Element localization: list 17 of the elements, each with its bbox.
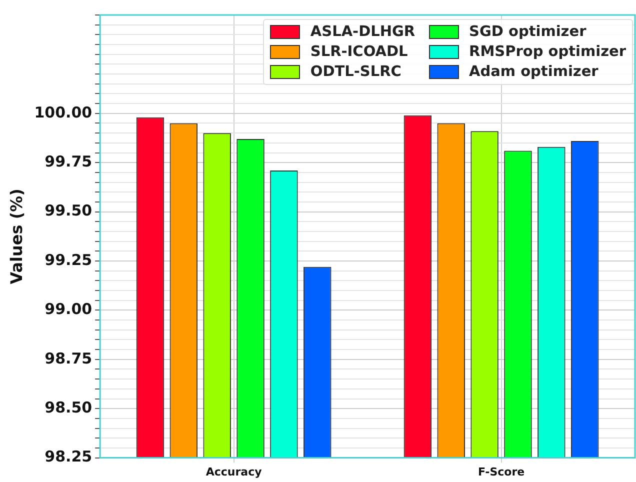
y-tick-label: 99.25: [44, 250, 92, 269]
y-tick-label: 99.75: [44, 152, 92, 170]
legend-label: ASLA-DLHGR: [310, 24, 416, 40]
x-tick-label: Accuracy: [206, 465, 262, 478]
legend-label: Adam optimizer: [469, 64, 598, 80]
y-tick-label: 98.50: [44, 398, 92, 416]
y-tick-label: 100.00: [34, 103, 92, 122]
legend-label: SGD optimizer: [469, 24, 586, 40]
x-tick-label: F-Score: [478, 465, 525, 478]
legend-label: SLR-ICOADL: [310, 44, 408, 60]
y-tick-label: 99.50: [44, 202, 92, 220]
text: 98.25: [44, 448, 92, 466]
legend-label: RMSProp optimizer: [469, 44, 626, 60]
y-tick-label: 99.00: [44, 300, 92, 318]
legend-label: ODTL-SLRC: [310, 64, 402, 80]
y-tick-label: 98.75: [44, 349, 92, 368]
y-axis-title: Values (%): [6, 188, 26, 284]
